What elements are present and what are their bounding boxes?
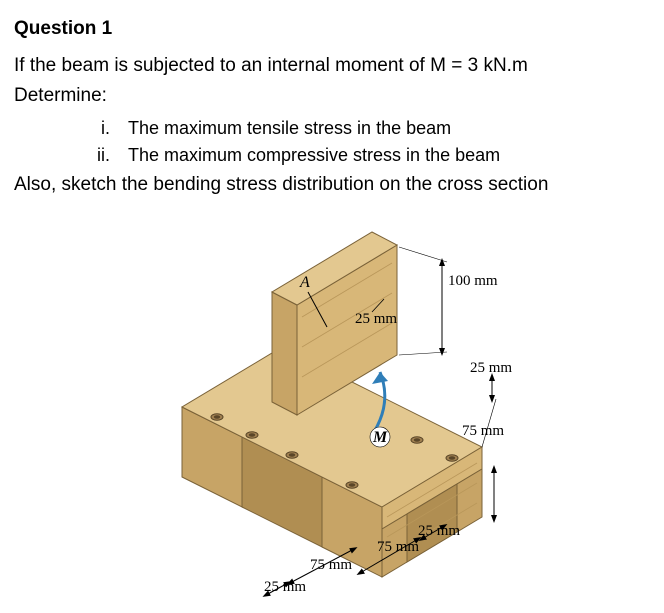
svg-text:75 mm: 75 mm [310, 557, 352, 573]
list-numeral-i: i. [74, 116, 128, 141]
dim-25mm-lleg: 25 mm [264, 579, 306, 595]
label-A: A [299, 274, 310, 291]
beam-figure: A M 100 mm 25 mm [122, 217, 542, 597]
list-item: ii. The maximum compressive stress in th… [74, 143, 650, 168]
svg-text:100 mm: 100 mm [448, 273, 498, 289]
svg-text:75 mm: 75 mm [377, 539, 419, 555]
prompt-line-1: If the beam is subjected to an internal … [14, 53, 650, 80]
list-numeral-ii: ii. [74, 143, 128, 168]
moment-arrowhead [372, 372, 388, 384]
svg-text:25 mm: 25 mm [355, 311, 397, 327]
list-text-ii: The maximum compressive stress in the be… [128, 143, 500, 168]
svg-text:25 mm: 25 mm [418, 523, 460, 539]
dim-25mm-rleg: 25 mm [418, 523, 460, 539]
figure-container: A M 100 mm 25 mm [14, 217, 650, 597]
svg-text:75 mm: 75 mm [462, 423, 504, 439]
svg-text:25 mm: 25 mm [264, 579, 306, 595]
label-M: M [372, 429, 388, 446]
wood-face [272, 292, 297, 415]
also-line: Also, sketch the bending stress distribu… [14, 172, 650, 199]
list-text-i: The maximum tensile stress in the beam [128, 116, 451, 141]
question-heading: Question 1 [14, 16, 650, 43]
prompt-line-2: Determine: [14, 83, 650, 110]
list-item: i. The maximum tensile stress in the bea… [74, 116, 650, 141]
svg-text:25 mm: 25 mm [470, 360, 512, 376]
dim-100mm: 100 mm [399, 247, 498, 355]
dim-75mm-lower: 75 mm [290, 549, 354, 583]
sub-question-list: i. The maximum tensile stress in the bea… [74, 116, 650, 168]
